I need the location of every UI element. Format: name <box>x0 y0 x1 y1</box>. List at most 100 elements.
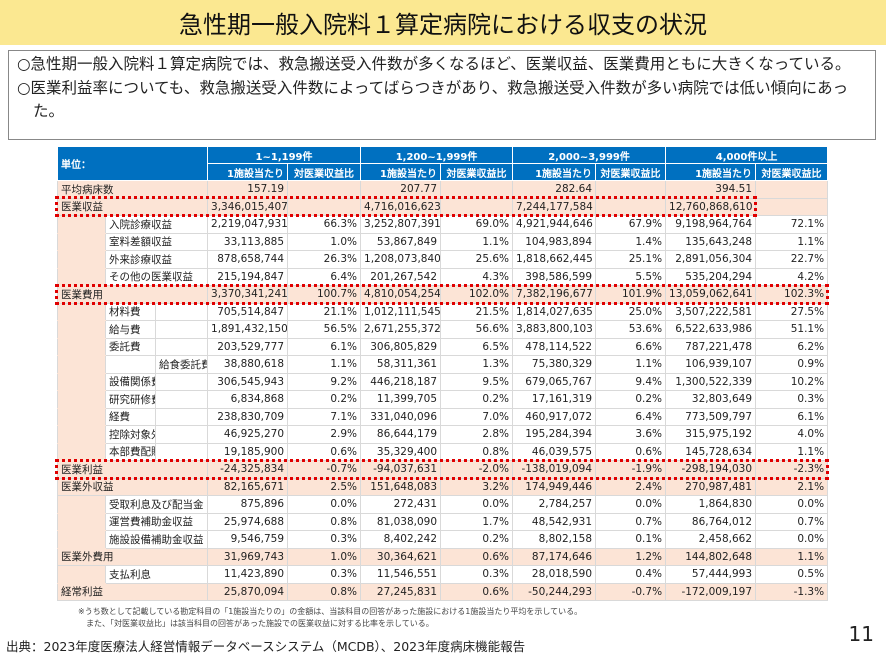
per-facility-value: -172,009,197 <box>665 582 757 601</box>
per-facility-value: 27,245,831 <box>360 582 442 601</box>
per-facility-value: 238,830,709 <box>207 407 289 426</box>
per-facility-value: 11,423,890 <box>207 565 289 584</box>
indent-cell <box>57 250 106 269</box>
revenue-ratio-value: 102.0% <box>440 285 514 304</box>
table-row: 材料費 705,514,847 21.1% 1,012,111,545 21.5% 1,8… <box>57 302 829 321</box>
revenue-ratio-value: 2.8% <box>440 425 514 444</box>
per-facility-value: 6,834,868 <box>207 390 289 409</box>
revenue-ratio-value: 0.8% <box>287 512 362 531</box>
table-row: 受取利息及び配当金 875,896 0.0% 272,431 0.0% 2,784,257… <box>57 495 829 514</box>
revenue-ratio-value: 0.3% <box>440 565 514 584</box>
revenue-ratio-value: 2.1% <box>755 477 829 496</box>
revenue-ratio-value: 2.9% <box>287 425 362 444</box>
revenue-ratio-value: -0.7% <box>287 460 362 479</box>
revenue-ratio-value: 6.1% <box>287 337 362 356</box>
per-facility-value: -94,037,631 <box>360 460 442 479</box>
per-facility-value: 878,658,744 <box>207 250 289 269</box>
row-label: 運営費補助金収益 <box>104 512 209 531</box>
revenue-ratio-value: -2.0% <box>440 460 514 479</box>
revenue-ratio-value: 1.3% <box>440 355 514 374</box>
revenue-ratio-value: 4.2% <box>755 267 829 286</box>
per-facility-value: 1,300,522,339 <box>665 372 757 391</box>
table-row: 医業外収益 82,165,671 2.5% 151,648,083 3.2% 174,94… <box>56 477 829 496</box>
indent-cell <box>57 355 106 374</box>
revenue-ratio-value: 25.0% <box>595 302 667 321</box>
indent-cell <box>57 565 106 584</box>
revenue-ratio-value: 2.5% <box>287 477 362 496</box>
row-label: 給食委託費 <box>154 355 209 374</box>
row-label: その他の医業収益 <box>104 267 209 286</box>
revenue-ratio-value: 0.2% <box>440 530 514 549</box>
per-facility-value: 38,880,618 <box>207 355 289 374</box>
per-facility-value: 157.19 <box>207 180 289 199</box>
revenue-ratio-value: 9.4% <box>595 372 667 391</box>
per-facility-value: 104,983,894 <box>512 232 597 251</box>
per-facility-value: 6,522,633,986 <box>665 320 757 339</box>
table-row: 医業外費用 31,969,743 1.0% 30,364,621 0.6% 87,174,… <box>56 547 829 566</box>
per-facility-value: 535,204,294 <box>665 267 757 286</box>
per-facility-value: 4,716,016,623 <box>360 197 442 216</box>
per-facility-value: 3,346,015,407 <box>207 197 289 216</box>
summary-point: ○急性期一般入院料１算定病院では、救急搬送受入件数が多くなるほど、医業収益、医業… <box>17 55 851 73</box>
revenue-ratio-value: 51.1% <box>755 320 829 339</box>
revenue-ratio-value <box>755 180 829 199</box>
per-facility-value: 4,921,944,646 <box>512 215 597 234</box>
per-facility-value: 8,802,158 <box>512 530 597 549</box>
per-facility-value: 1,208,073,840 <box>360 250 442 269</box>
revenue-ratio-value: 0.2% <box>595 390 667 409</box>
per-facility-value: 13,059,062,641 <box>665 285 757 304</box>
revenue-ratio-value: 53.6% <box>595 320 667 339</box>
revenue-ratio-value: 1.1% <box>440 232 514 251</box>
row-label: 施設設備補助金収益 <box>104 530 209 549</box>
table-row: 入院診療収益 2,219,047,931 66.3% 3,252,807,391 69.… <box>57 215 829 234</box>
per-facility-value: 9,546,759 <box>207 530 289 549</box>
revenue-ratio-value: 26.3% <box>287 250 362 269</box>
revenue-ratio-value <box>440 197 514 216</box>
revenue-ratio-value: 102.3% <box>755 285 829 304</box>
table-row: その他の医業収益 215,194,847 6.4% 201,267,542 4.3% 39… <box>57 267 829 286</box>
per-facility-value: 215,194,847 <box>207 267 289 286</box>
row-label: 材料費 <box>105 302 156 321</box>
row-label: 研究研修費 <box>105 390 156 409</box>
per-facility-value: 394.51 <box>665 180 757 199</box>
per-facility-value: 12,760,868,610 <box>665 197 757 216</box>
per-facility-value: 460,917,072 <box>512 407 597 426</box>
per-facility-value: 3,252,807,391 <box>360 215 442 234</box>
per-facility-value: 705,514,847 <box>207 302 289 321</box>
per-facility-value: 106,939,107 <box>665 355 757 374</box>
revenue-ratio-value: 0.8% <box>440 442 514 461</box>
revenue-ratio-value: 0.3% <box>755 390 829 409</box>
per-facility-value: 75,380,329 <box>512 355 597 374</box>
per-facility-value: 1,864,830 <box>665 495 757 514</box>
per-facility-value: 1,891,432,150 <box>207 320 289 339</box>
per-facility-value: 87,174,646 <box>512 547 597 566</box>
row-label: 給与費 <box>105 320 156 339</box>
per-facility-value: -50,244,293 <box>512 582 597 601</box>
indent-cell <box>57 425 106 444</box>
per-facility-value: 33,113,885 <box>207 232 289 251</box>
row-label: 室料差額収益 <box>104 232 209 251</box>
revenue-ratio-value: 0.8% <box>287 582 362 601</box>
per-facility-header: 1施設当たり <box>512 163 597 181</box>
unit-header: 単位： <box>56 146 209 181</box>
table-row: 本部費配賦額19,185,9000.6%35,329,4000.8%46,039… <box>57 442 829 461</box>
group-header: 2,000~3,999件 <box>512 146 667 164</box>
row-label: 控除対象外消費税等負 <box>105 425 156 444</box>
per-facility-value: 17,161,319 <box>512 390 597 409</box>
revenue-ratio-value: 6.6% <box>595 337 667 356</box>
table-row: 支払利息 11,423,890 0.3% 11,546,551 0.3% 28,018,5… <box>57 565 829 584</box>
row-label: 支払利息 <box>104 565 209 584</box>
table-row: 医業収益 3,346,015,407 4,716,016,623 7,244,177,… <box>56 197 829 216</box>
empty-cell <box>154 407 209 426</box>
revenue-ratio-value: 27.5% <box>755 302 829 321</box>
per-facility-value: 478,114,522 <box>512 337 597 356</box>
per-facility-value: 86,764,012 <box>665 512 757 531</box>
indent-cell <box>57 232 106 251</box>
indent-cell <box>57 267 106 286</box>
table-row: 設備関係費 306,545,9439.2%446,218,1879.5%679,0… <box>57 372 829 391</box>
per-facility-value: 135,643,248 <box>665 232 757 251</box>
per-facility-header: 1施設当たり <box>665 163 757 181</box>
indent-cell <box>57 495 106 514</box>
revenue-ratio-value: 1.1% <box>755 547 829 566</box>
page-number: 11 <box>848 622 874 646</box>
